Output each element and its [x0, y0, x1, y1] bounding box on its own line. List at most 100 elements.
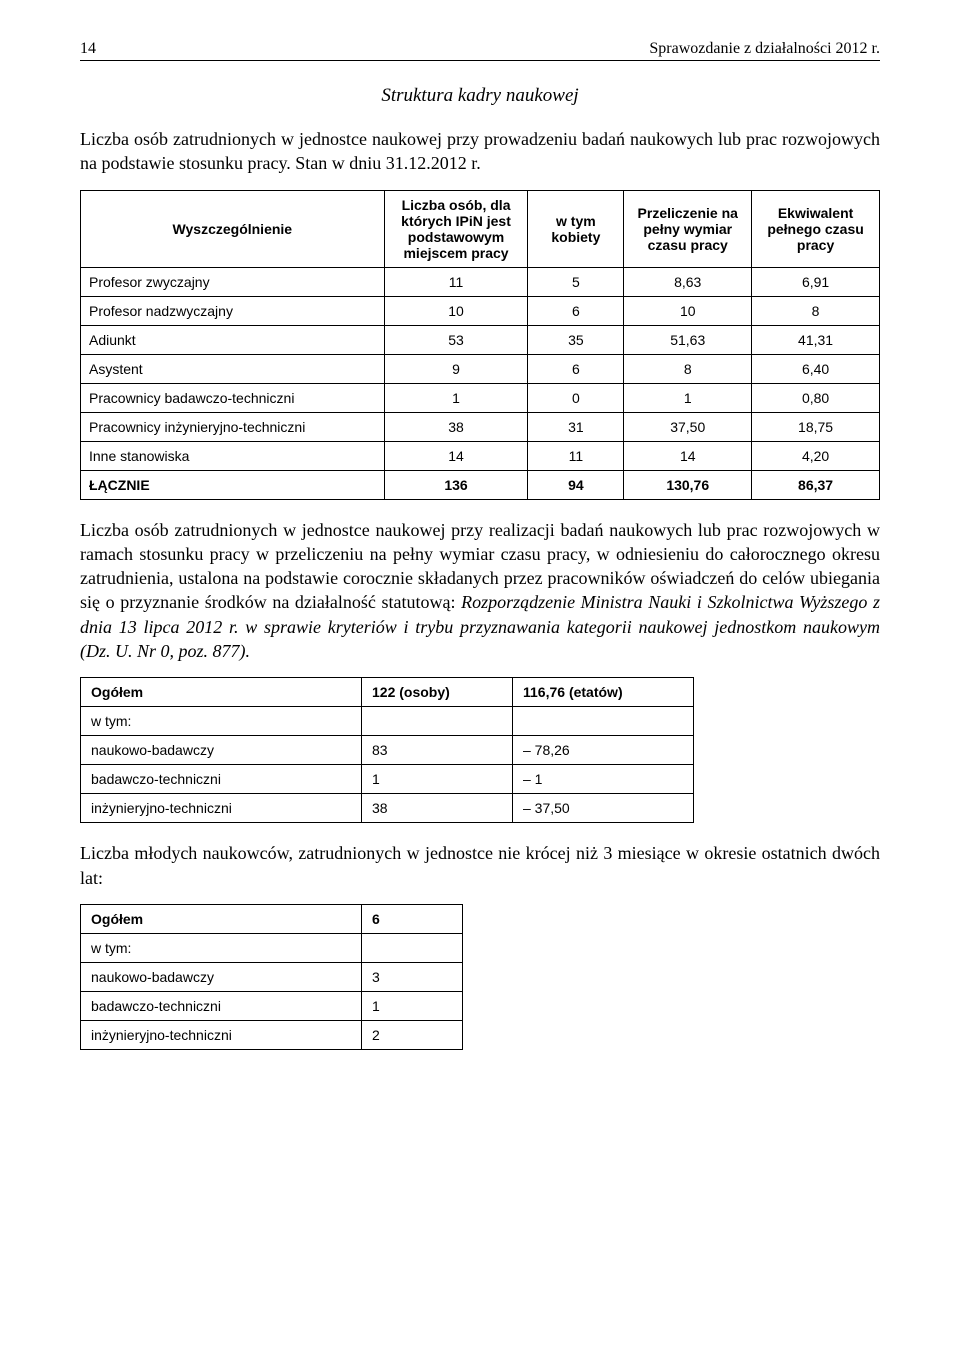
col-header: Ekwiwalent pełnego czasu pracy [752, 190, 880, 267]
row-label: badawczo-techniczni [81, 765, 362, 794]
row-label: inżynieryjno-techniczni [81, 1020, 362, 1049]
row-value: 10 [384, 296, 528, 325]
row-value: 11 [528, 441, 624, 470]
row-label: inżynieryjno-techniczni [81, 794, 362, 823]
table-row: Profesor zwyczajny1158,636,91 [81, 267, 880, 296]
row-value [362, 933, 463, 962]
col-header: w tym kobiety [528, 190, 624, 267]
row-label: Asystent [81, 354, 385, 383]
table-row: naukowo-badawczy3 [81, 962, 463, 991]
page: 14 Sprawozdanie z działalności 2012 r. S… [0, 0, 960, 1370]
table-row: inżynieryjno-techniczni38– 37,50 [81, 794, 694, 823]
row-value: 14 [624, 441, 752, 470]
table-row: Adiunkt533551,6341,31 [81, 325, 880, 354]
table-row: Pracownicy badawczo-techniczni1010,80 [81, 383, 880, 412]
row-value: 8,63 [624, 267, 752, 296]
row-value: 10 [624, 296, 752, 325]
row-label: Pracownicy inżynieryjno-techniczni [81, 412, 385, 441]
row-value: 3 [362, 962, 463, 991]
row-value: 0 [528, 383, 624, 412]
row-value: – 1 [513, 765, 694, 794]
row-label: ŁĄCZNIE [81, 470, 385, 499]
table-row: w tym: [81, 707, 694, 736]
row-value: 31 [528, 412, 624, 441]
staff-structure-table: Wyszczególnienie Liczba osób, dla któryc… [80, 190, 880, 500]
row-value: 35 [528, 325, 624, 354]
row-value: 38 [362, 794, 513, 823]
row-value: 2 [362, 1020, 463, 1049]
row-value: 116,76 (etatów) [513, 678, 694, 707]
row-value: 83 [362, 736, 513, 765]
row-value: 86,37 [752, 470, 880, 499]
col-header: Przeliczenie na pełny wymiar czasu pracy [624, 190, 752, 267]
row-label: Profesor nadzwyczajny [81, 296, 385, 325]
table-total-row: ŁĄCZNIE13694130,7686,37 [81, 470, 880, 499]
young-scientists-table: Ogółem6w tym:naukowo-badawczy3badawczo-t… [80, 904, 463, 1050]
row-value: 6 [528, 354, 624, 383]
page-number: 14 [80, 40, 96, 58]
row-value: 53 [384, 325, 528, 354]
table-row: naukowo-badawczy83– 78,26 [81, 736, 694, 765]
row-label: Profesor zwyczajny [81, 267, 385, 296]
running-title: Sprawozdanie z działalności 2012 r. [649, 40, 880, 58]
row-label: Ogółem [81, 678, 362, 707]
row-value: 1 [362, 765, 513, 794]
table-row: Ogółem122 (osoby)116,76 (etatów) [81, 678, 694, 707]
totals-table: Ogółem122 (osoby)116,76 (etatów)w tym:na… [80, 677, 694, 823]
table-row: Profesor nadzwyczajny106108 [81, 296, 880, 325]
row-value: 37,50 [624, 412, 752, 441]
row-label: badawczo-techniczni [81, 991, 362, 1020]
row-label: naukowo-badawczy [81, 736, 362, 765]
row-label: naukowo-badawczy [81, 962, 362, 991]
row-value: 94 [528, 470, 624, 499]
row-label: Ogółem [81, 904, 362, 933]
row-value: 4,20 [752, 441, 880, 470]
row-value: 6,40 [752, 354, 880, 383]
table-row: Pracownicy inżynieryjno-techniczni383137… [81, 412, 880, 441]
mid-paragraph: Liczba osób zatrudnionych w jednostce na… [80, 518, 880, 664]
section-title: Struktura kadry naukowej [80, 85, 880, 107]
young-scientists-paragraph: Liczba młodych naukowców, zatrudnionych … [80, 841, 880, 890]
row-value: 1 [384, 383, 528, 412]
col-header: Wyszczególnienie [81, 190, 385, 267]
row-value: – 37,50 [513, 794, 694, 823]
row-value [362, 707, 513, 736]
intro-paragraph: Liczba osób zatrudnionych w jednostce na… [80, 127, 880, 176]
table-row: badawczo-techniczni1– 1 [81, 765, 694, 794]
row-value: 41,31 [752, 325, 880, 354]
row-value: 8 [624, 354, 752, 383]
row-value: 122 (osoby) [362, 678, 513, 707]
table-row: inżynieryjno-techniczni2 [81, 1020, 463, 1049]
row-label: Adiunkt [81, 325, 385, 354]
table-row: w tym: [81, 933, 463, 962]
row-label: Pracownicy badawczo-techniczni [81, 383, 385, 412]
row-value: 18,75 [752, 412, 880, 441]
row-value: 1 [362, 991, 463, 1020]
col-header: Liczba osób, dla których IPiN jest podst… [384, 190, 528, 267]
row-value: 9 [384, 354, 528, 383]
row-value: 1 [624, 383, 752, 412]
row-value: 6 [528, 296, 624, 325]
row-value: 6 [362, 904, 463, 933]
row-value: 11 [384, 267, 528, 296]
row-value [513, 707, 694, 736]
row-value: 136 [384, 470, 528, 499]
table-header-row: Wyszczególnienie Liczba osób, dla któryc… [81, 190, 880, 267]
table-row: Ogółem6 [81, 904, 463, 933]
row-value: 51,63 [624, 325, 752, 354]
table-row: badawczo-techniczni1 [81, 991, 463, 1020]
table-row: Inne stanowiska1411144,20 [81, 441, 880, 470]
row-value: 14 [384, 441, 528, 470]
running-header: 14 Sprawozdanie z działalności 2012 r. [80, 40, 880, 61]
table-body: Profesor zwyczajny1158,636,91Profesor na… [81, 267, 880, 499]
row-label: Inne stanowiska [81, 441, 385, 470]
row-value: 5 [528, 267, 624, 296]
table-row: Asystent9686,40 [81, 354, 880, 383]
row-value: 130,76 [624, 470, 752, 499]
row-value: 38 [384, 412, 528, 441]
row-value: 6,91 [752, 267, 880, 296]
row-label: w tym: [81, 933, 362, 962]
row-value: – 78,26 [513, 736, 694, 765]
row-value: 0,80 [752, 383, 880, 412]
row-label: w tym: [81, 707, 362, 736]
